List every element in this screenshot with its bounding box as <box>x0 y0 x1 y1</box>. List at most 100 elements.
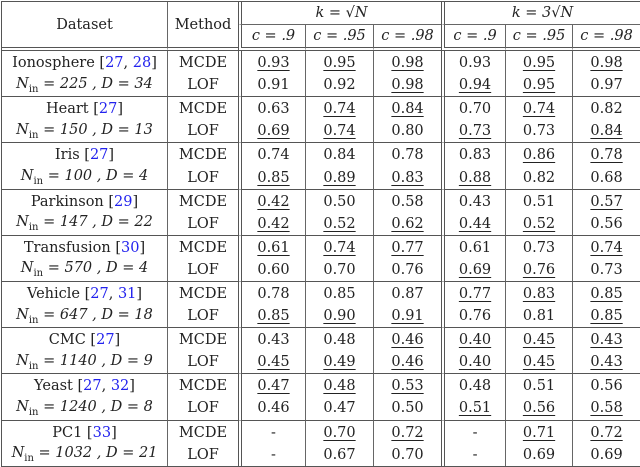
score-value: 0.50 <box>391 400 424 417</box>
score-value: 0.52 <box>323 215 356 232</box>
score-cell: 0.76 <box>505 258 573 282</box>
score-cell: 0.74 <box>305 120 373 144</box>
citation-link[interactable]: 27 <box>83 378 102 395</box>
score-cell: 0.98 <box>373 74 442 98</box>
score-cell: 0.76 <box>373 258 442 282</box>
score-cell: - <box>238 443 305 466</box>
score-value: 0.73 <box>522 239 556 256</box>
score-value: 0.72 <box>391 424 424 441</box>
citation-link[interactable]: 27 <box>90 285 109 302</box>
citation-link[interactable]: 33 <box>92 424 112 441</box>
method-cell: LOF <box>167 443 238 466</box>
score-cell: 0.63 <box>238 97 305 121</box>
score-cell: 0.47 <box>238 374 305 398</box>
method-cell: LOF <box>167 74 238 98</box>
table-row: Nin = 1240 , D = 8 LOF 0.46 0.47 0.50 0.51 0.5… <box>2 397 640 421</box>
table-body: Ionosphere [27, 28] MCDE 0.93 0.95 0.98 0.93 0… <box>2 51 640 466</box>
citation-link[interactable]: 31 <box>117 285 137 302</box>
score-value: 0.69 <box>590 446 623 463</box>
citation-link[interactable]: 27 <box>98 101 118 118</box>
score-cell: 0.95 <box>505 51 572 75</box>
score-value: 0.93 <box>458 55 492 72</box>
score-value: 0.77 <box>458 285 492 302</box>
citation-link[interactable]: 29 <box>114 193 133 210</box>
score-value: 0.73 <box>522 123 556 140</box>
score-value: 0.81 <box>522 308 556 325</box>
header-c-value: c = .9 <box>238 25 305 51</box>
citation-link[interactable]: 28 <box>132 55 152 72</box>
dataset-params: Nin = 647 , D = 18 <box>2 305 167 329</box>
score-cell: 0.69 <box>238 120 305 144</box>
score-cell: 0.47 <box>305 397 373 421</box>
dataset-params: Nin = 100 , D = 4 <box>2 166 167 190</box>
score-value: 0.70 <box>323 424 356 441</box>
method-cell: MCDE <box>167 189 238 213</box>
cite-bracket: ] <box>132 193 139 210</box>
method-cell: LOF <box>167 351 238 375</box>
dataset-name: Iris [27] <box>2 143 167 166</box>
score-cell: 0.51 <box>505 189 572 213</box>
score-cell: 0.70 <box>441 97 505 121</box>
score-cell: 0.61 <box>238 235 305 259</box>
dataset-params: Nin = 147 , D = 22 <box>2 213 167 236</box>
score-value: 0.45 <box>522 332 556 349</box>
score-value: 0.70 <box>458 101 492 118</box>
table-row: Nin = 100 , D = 4 LOF 0.85 0.89 0.83 0.88 0.82… <box>2 166 640 190</box>
score-value: - <box>472 424 478 441</box>
score-value: 0.42 <box>257 193 290 210</box>
score-value: - <box>271 424 276 441</box>
score-cell: 0.84 <box>305 143 373 167</box>
dataset-params: Nin = 1032 , D = 21 <box>2 444 167 466</box>
score-value: 0.74 <box>323 101 356 118</box>
score-value: 0.73 <box>458 123 492 140</box>
table-row: PC1 [33] MCDE -0.70 0.72-0.71 0.72 <box>2 420 640 444</box>
dataset-name: Ionosphere [27, 28] <box>12 55 157 72</box>
score-cell: 0.50 <box>373 397 442 421</box>
score-value: 0.83 <box>458 147 492 164</box>
citation-link[interactable]: 30 <box>121 239 140 256</box>
score-cell: 0.72 <box>373 420 441 444</box>
score-value: 0.43 <box>590 332 623 349</box>
score-value: 0.97 <box>590 77 623 94</box>
score-value: 0.76 <box>522 261 556 278</box>
score-cell: 0.70 <box>373 443 441 466</box>
citation-link[interactable]: 27 <box>89 147 109 164</box>
score-value: 0.95 <box>522 77 556 94</box>
citation-link[interactable]: 27 <box>96 332 115 349</box>
score-value: 0.85 <box>257 169 290 186</box>
score-value: 0.98 <box>391 55 424 72</box>
score-value: 0.80 <box>391 123 424 140</box>
score-cell: 0.42 <box>238 212 305 236</box>
score-value: 0.48 <box>458 378 492 395</box>
score-cell: 0.78 <box>572 143 640 167</box>
score-value: 0.63 <box>257 101 290 118</box>
score-value: 0.91 <box>257 77 290 94</box>
score-cell: 0.97 <box>572 74 640 98</box>
cite-bracket: [ <box>94 55 106 72</box>
score-cell: 0.44 <box>441 212 506 236</box>
citation-link[interactable]: 27 <box>105 55 124 72</box>
score-cell: 0.50 <box>305 189 373 213</box>
score-value: 0.51 <box>522 193 556 210</box>
score-value: 0.82 <box>590 101 623 118</box>
cite-bracket: ] <box>117 101 124 118</box>
score-cell: 0.69 <box>505 443 572 466</box>
score-value: 0.98 <box>590 55 623 72</box>
table-row: Iris [27] MCDE 0.74 0.84 0.78 0.83 0.86 0.78 <box>2 143 640 167</box>
score-cell: 0.68 <box>572 166 640 190</box>
score-value: 0.43 <box>257 332 290 349</box>
score-cell: 0.82 <box>572 97 640 121</box>
table-row: Nin = 147 , D = 22 LOF 0.42 0.52 0.62 0.44 0.5… <box>2 212 640 236</box>
score-value: 0.46 <box>391 332 424 349</box>
score-cell: 0.73 <box>505 235 572 259</box>
dataset-params: Nin = 570 , D = 4 <box>2 259 167 282</box>
citation-link[interactable]: 32 <box>110 378 130 395</box>
score-value: 0.91 <box>391 308 424 325</box>
cite-bracket: [ <box>82 424 93 441</box>
dataset-label: Iris <box>54 147 80 164</box>
score-value: 0.83 <box>522 285 556 302</box>
cite-bracket: [ <box>103 193 115 210</box>
score-cell: 0.95 <box>505 74 573 98</box>
table-row: Transfusion [30] MCDE 0.61 0.74 0.77 0.61 0.73… <box>2 235 640 259</box>
